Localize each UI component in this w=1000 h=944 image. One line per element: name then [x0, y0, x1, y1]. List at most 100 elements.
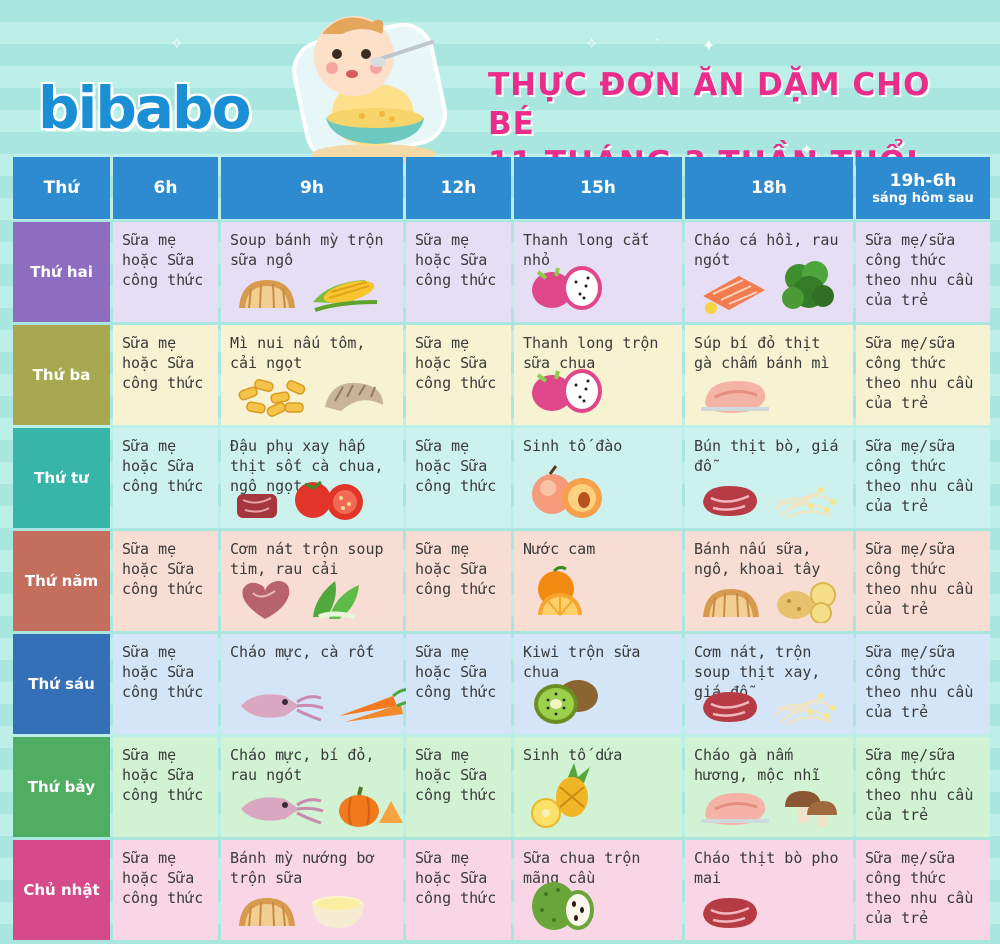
food-images: [699, 373, 771, 417]
meal-text: Sữa mẹ/sữa công thức theo nhu cầu của tr…: [865, 437, 974, 515]
meal-text: Cháo cá hồi, rau ngót: [694, 231, 839, 269]
food-images: [699, 577, 839, 623]
day-label: Thứ sáu: [13, 634, 110, 734]
heart-meat-icon: [235, 577, 295, 623]
meal-text: Sữa mẹ/sữa công thức theo nhu cầu của tr…: [865, 643, 974, 721]
chicken-icon: [699, 785, 771, 829]
sparkle-icon: ✦: [800, 140, 814, 159]
potato-icon: [773, 577, 839, 623]
squid-icon: [235, 686, 325, 726]
meal-cell-6h: Sữa mẹ hoặc Sữa công thức: [113, 737, 218, 837]
food-images: [235, 890, 367, 932]
table-row: Thứ sáu Sữa mẹ hoặc Sữa công thức Cháo mực…: [13, 634, 990, 734]
meal-cell-15h: Sinh tố dứa: [514, 737, 682, 837]
meal-cell-18h: Cháo thịt bò pho mai: [685, 840, 853, 940]
table-row: Chủ nhật Sữa mẹ hoặc Sữa công thức Bánh mỳ…: [13, 840, 990, 940]
meal-cell-12h: Sữa mẹ hoặc Sữa công thức: [406, 531, 511, 631]
food-images: [699, 256, 835, 314]
meal-text: Sữa mẹ hoặc Sữa công thức: [122, 849, 204, 907]
header-night: 19h-6h sáng hôm sau: [856, 157, 990, 219]
meal-cell-9h: Mì nui nấu tôm, cải ngọt: [221, 325, 403, 425]
header-row: Thứ 6h 9h 12h 15h 18h 19h-6h sáng hôm sa…: [13, 157, 990, 219]
meal-text: Sữa mẹ hoặc Sữa công thức: [415, 540, 497, 598]
meal-text: Sữa mẹ hoặc Sữa công thức: [415, 437, 497, 495]
header-9h: 9h: [221, 157, 403, 219]
food-images: [235, 577, 365, 623]
header-6h: 6h: [113, 157, 218, 219]
meal-text: Thanh long trộn sữa chua: [523, 334, 659, 372]
corn-icon: [309, 272, 381, 314]
meal-text: Sữa mẹ hoặc Sữa công thức: [122, 334, 204, 392]
food-images: [235, 272, 381, 314]
meal-cell-night: Sữa mẹ/sữa công thức theo nhu cầu của tr…: [856, 634, 990, 734]
header-18h: 18h: [685, 157, 853, 219]
meal-cell-15h: Sữa chua trộn mãng cầu: [514, 840, 682, 940]
meal-text: Cháo mực, bí đỏ, rau ngót: [230, 746, 375, 784]
title-line-1: THỰC ĐƠN ĂN DẶM CHO BÉ: [488, 67, 931, 142]
meal-cell-15h: Nước cam: [514, 531, 682, 631]
brand-logo: bibabo: [38, 74, 251, 142]
carrot-icon: [335, 686, 415, 726]
milk-bowl-icon: [309, 890, 367, 932]
meal-cell-15h: Thanh long cắt nhỏ: [514, 222, 682, 322]
peach-icon: [528, 464, 604, 520]
meal-cell-18h: Bún thịt bò, giá đỗ: [685, 428, 853, 528]
beef-icon: [699, 480, 761, 520]
meal-cell-18h: Cháo cá hồi, rau ngót: [685, 222, 853, 322]
meal-text: Bánh nấu sữa, ngô, khoai tây: [694, 540, 821, 578]
meal-text: Sữa mẹ hoặc Sữa công thức: [122, 643, 204, 701]
sparkle-icon: ✧: [170, 34, 184, 53]
chicken-icon: [699, 373, 771, 417]
meal-cell-night: Sữa mẹ/sữa công thức theo nhu cầu của tr…: [856, 840, 990, 940]
meal-text: Sữa mẹ hoặc Sữa công thức: [122, 437, 204, 495]
meal-text: Cháo gà nấm hương, mộc nhĩ: [694, 746, 821, 784]
brand-name: bibabo: [38, 74, 251, 142]
meal-cell-6h: Sữa mẹ hoặc Sữa công thức: [113, 840, 218, 940]
bread-icon: [699, 583, 763, 623]
day-label: Thứ năm: [13, 531, 110, 631]
header-15h: 15h: [514, 157, 682, 219]
sprouts-icon: [771, 480, 837, 520]
meal-plan-table: Thứ 6h 9h 12h 15h 18h 19h-6h sáng hôm sa…: [10, 154, 993, 943]
meal-text: Sinh tố đào: [523, 437, 623, 455]
meal-cell-night: Sữa mẹ/sữa công thức theo nhu cầu của tr…: [856, 325, 990, 425]
day-label: Thứ tư: [13, 428, 110, 528]
sprouts-icon: [771, 686, 837, 726]
table-row: Thứ bảy Sữa mẹ hoặc Sữa công thức Cháo mực…: [13, 737, 990, 837]
meal-text: Sữa mẹ/sữa công thức theo nhu cầu của tr…: [865, 334, 974, 412]
pineapple-icon: [528, 763, 598, 829]
meal-cell-12h: Sữa mẹ hoặc Sữa công thức: [406, 840, 511, 940]
meal-text: Thanh long cắt nhỏ: [523, 231, 650, 269]
food-images: [235, 375, 387, 417]
food-images: [699, 480, 837, 520]
meal-text: Kiwi trộn sữa chua: [523, 643, 641, 681]
pumpkin-icon: [335, 783, 405, 829]
meal-cell-night: Sữa mẹ/sữa công thức theo nhu cầu của tr…: [856, 531, 990, 631]
meat-icon: [235, 486, 279, 520]
sparkle-icon: ·: [655, 30, 661, 49]
meal-cell-6h: Sữa mẹ hoặc Sữa công thức: [113, 222, 218, 322]
meal-text: Sữa mẹ hoặc Sữa công thức: [415, 643, 497, 701]
meal-cell-12h: Sữa mẹ hoặc Sữa công thức: [406, 325, 511, 425]
tomato-icon: [289, 474, 369, 520]
food-images: [235, 686, 415, 726]
meal-cell-6h: Sữa mẹ hoặc Sữa công thức: [113, 325, 218, 425]
meal-cell-9h: Cơm nát trộn soup tim, rau cải: [221, 531, 403, 631]
food-images: [235, 474, 369, 520]
food-images: [528, 258, 606, 314]
kiwi-icon: [528, 674, 602, 726]
food-images: [235, 783, 405, 829]
table-row: Thứ ba Sữa mẹ hoặc Sữa công thức Mì nui nấ…: [13, 325, 990, 425]
meal-cell-12h: Sữa mẹ hoặc Sữa công thức: [406, 634, 511, 734]
meal-text: Sữa mẹ hoặc Sữa công thức: [122, 746, 204, 804]
bread-icon: [235, 892, 299, 932]
meal-text: Sữa mẹ/sữa công thức theo nhu cầu của tr…: [865, 746, 974, 824]
meal-text: Sữa mẹ hoặc Sữa công thức: [415, 334, 497, 392]
bokchoy-icon: [305, 577, 365, 623]
meal-cell-9h: Đậu phụ xay hấp thịt sốt cà chua, ngô ng…: [221, 428, 403, 528]
dragonfruit-icon: [528, 258, 606, 314]
meal-text: Cơm nát, trộn soup thịt xay, giá đỗ: [694, 643, 821, 701]
beef-icon: [699, 686, 761, 726]
meal-cell-18h: Cơm nát, trộn soup thịt xay, giá đỗ: [685, 634, 853, 734]
meal-cell-18h: Cháo gà nấm hương, mộc nhĩ: [685, 737, 853, 837]
